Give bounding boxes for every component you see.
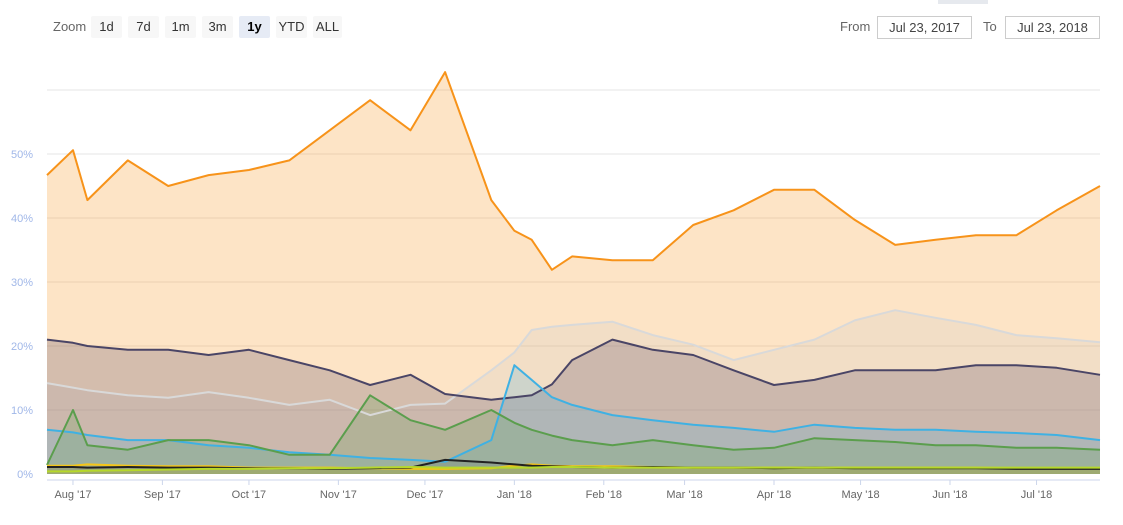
y-tick-label: 20%: [11, 341, 33, 353]
x-tick-label: Nov '17: [320, 489, 357, 501]
to-label: To: [983, 19, 997, 34]
x-tick-label: Sep '17: [144, 489, 181, 501]
series-area-5: [47, 464, 1100, 474]
navigator-tab: [938, 0, 988, 4]
to-date-input[interactable]: Jul 23, 2018: [1005, 16, 1100, 39]
x-tick-label: Dec '17: [406, 489, 443, 501]
y-tick-label: 40%: [11, 213, 33, 225]
x-tick-label: Jan '18: [497, 489, 532, 501]
series-line-0: [46, 71, 1101, 271]
x-tick-label: Jun '18: [932, 489, 967, 501]
x-tick-label: Jul '18: [1021, 489, 1052, 501]
y-tick-label: 30%: [11, 277, 33, 289]
series-area-4: [47, 395, 1100, 474]
zoom-label: Zoom: [53, 19, 87, 34]
series-area-2: [47, 339, 1100, 474]
series-area-6: [47, 459, 1100, 474]
x-tick-label: Mar '18: [666, 489, 702, 501]
zoom-button-ytd[interactable]: YTD: [276, 16, 307, 38]
x-tick-label: Apr '18: [757, 489, 792, 501]
x-tick-label: Feb '18: [586, 489, 622, 501]
x-tick-label: Aug '17: [54, 489, 91, 501]
series-line-4: [46, 394, 1101, 466]
from-label: From: [840, 19, 871, 34]
series-area-1: [47, 310, 1100, 474]
series-line-7: [47, 466, 1100, 473]
y-tick-label: 10%: [11, 405, 33, 417]
x-tick-label: Oct '17: [232, 489, 267, 501]
zoom-button-3m[interactable]: 3m: [202, 16, 233, 38]
zoom-button-1m[interactable]: 1m: [165, 16, 196, 38]
series-line-3: [46, 364, 1101, 463]
zoom-button-all[interactable]: ALL: [313, 16, 342, 38]
y-tick-label: 0%: [17, 469, 33, 481]
zoom-button-1d[interactable]: 1d: [91, 16, 122, 38]
x-tick-label: May '18: [841, 489, 879, 501]
from-date-input[interactable]: Jul 23, 2017: [877, 16, 972, 39]
y-tick-label: 50%: [11, 149, 33, 161]
series-area-3: [47, 365, 1100, 474]
zoom-button-1y[interactable]: 1y: [239, 16, 270, 38]
zoom-button-7d[interactable]: 7d: [128, 16, 159, 38]
series-line-1: [46, 309, 1101, 417]
series-area-0: [47, 72, 1100, 474]
